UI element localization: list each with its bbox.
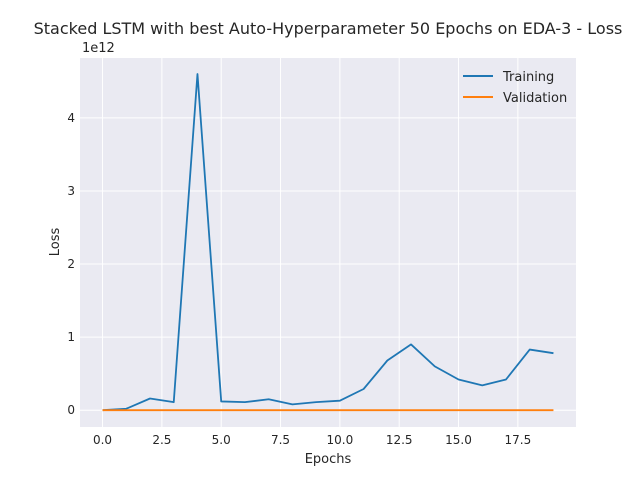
x-tick-label: 0.0: [93, 433, 112, 447]
plot-area-background: [80, 58, 576, 427]
x-tick-label: 12.5: [386, 433, 413, 447]
chart-title: Stacked LSTM with best Auto-Hyperparamet…: [34, 19, 623, 38]
x-axis-label: Epochs: [305, 452, 352, 467]
x-tick-label: 2.5: [152, 433, 171, 447]
y-tick-label: 2: [67, 257, 75, 271]
x-tick-label: 15.0: [445, 433, 472, 447]
y-tick-label: 1: [67, 330, 75, 344]
y-axis-label: Loss: [48, 228, 63, 257]
y-tick-label: 3: [67, 184, 75, 198]
legend-label-training: Training: [502, 70, 554, 85]
x-tick-label: 7.5: [271, 433, 290, 447]
x-tick-label: 5.0: [212, 433, 231, 447]
y-tick-label: 0: [67, 403, 75, 417]
x-tick-label: 10.0: [327, 433, 354, 447]
y-tick-label: 4: [67, 111, 75, 125]
legend-label-validation: Validation: [503, 91, 567, 106]
series-line-training: [102, 73, 554, 412]
x-tick-label: 17.5: [504, 433, 531, 447]
y-axis-multiplier: 1e12: [82, 41, 115, 56]
